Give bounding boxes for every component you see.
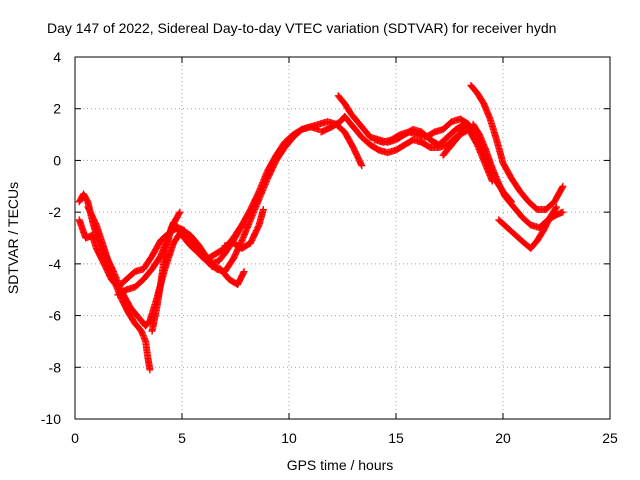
data-point — [259, 206, 267, 214]
data-point — [240, 268, 248, 276]
series-track-3 — [84, 203, 154, 374]
series-track-11 — [467, 81, 567, 214]
data-point — [176, 208, 184, 216]
series-track-6 — [199, 252, 248, 289]
data-point — [357, 160, 365, 168]
grid — [75, 57, 610, 419]
data-point — [558, 184, 566, 192]
y-tick-label: -2 — [49, 204, 62, 220]
series-track-14 — [439, 125, 496, 185]
tick-marks — [74, 56, 611, 420]
x-tick-labels: 0 5 10 15 20 25 — [71, 430, 618, 446]
data-point — [559, 208, 567, 216]
x-axis-label: GPS time / hours — [287, 457, 394, 473]
series-track-5 — [148, 208, 184, 335]
data-point — [553, 203, 560, 211]
data-point — [559, 182, 567, 190]
x-tick-label: 15 — [388, 430, 404, 446]
series-track-9 — [334, 92, 468, 149]
y-tick-label: 4 — [53, 49, 61, 65]
x-tick-label: 20 — [495, 430, 511, 446]
y-tick-label: 0 — [53, 152, 61, 168]
data-point — [358, 162, 366, 170]
y-tick-label: -4 — [49, 256, 62, 272]
y-tick-label: -8 — [49, 359, 62, 375]
y-tick-labels: -10 -8 -6 -4 -2 0 2 4 — [41, 49, 61, 427]
data-point — [237, 222, 245, 230]
series-track-4 — [114, 218, 246, 299]
series-track-2 — [75, 123, 323, 330]
series-track-13 — [495, 203, 560, 252]
series-track-7 — [221, 206, 267, 252]
plot-border — [74, 56, 611, 420]
x-tick-label: 25 — [602, 430, 618, 446]
x-tick-label: 10 — [281, 430, 297, 446]
data-point — [175, 209, 183, 217]
data-points — [75, 81, 567, 374]
data-point — [146, 366, 154, 374]
data-point — [488, 177, 496, 185]
y-tick-label: -10 — [41, 411, 61, 427]
data-point — [552, 204, 560, 212]
y-tick-label: 2 — [53, 101, 61, 117]
chart-title: Day 147 of 2022, Sidereal Day-to-day VTE… — [47, 20, 556, 36]
y-tick-label: -6 — [49, 308, 62, 324]
data-point — [238, 221, 246, 229]
x-tick-label: 0 — [71, 430, 79, 446]
series-track-1 — [75, 118, 366, 291]
x-tick-label: 5 — [178, 430, 186, 446]
y-axis-label: SDTVAR / TECUs — [5, 182, 21, 294]
